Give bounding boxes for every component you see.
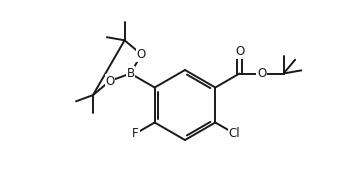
Text: Cl: Cl [229,127,240,140]
Text: B: B [126,67,134,80]
Text: O: O [235,45,244,58]
Text: O: O [137,48,146,61]
Text: F: F [132,127,139,140]
Text: O: O [105,75,114,87]
Text: O: O [257,67,266,80]
